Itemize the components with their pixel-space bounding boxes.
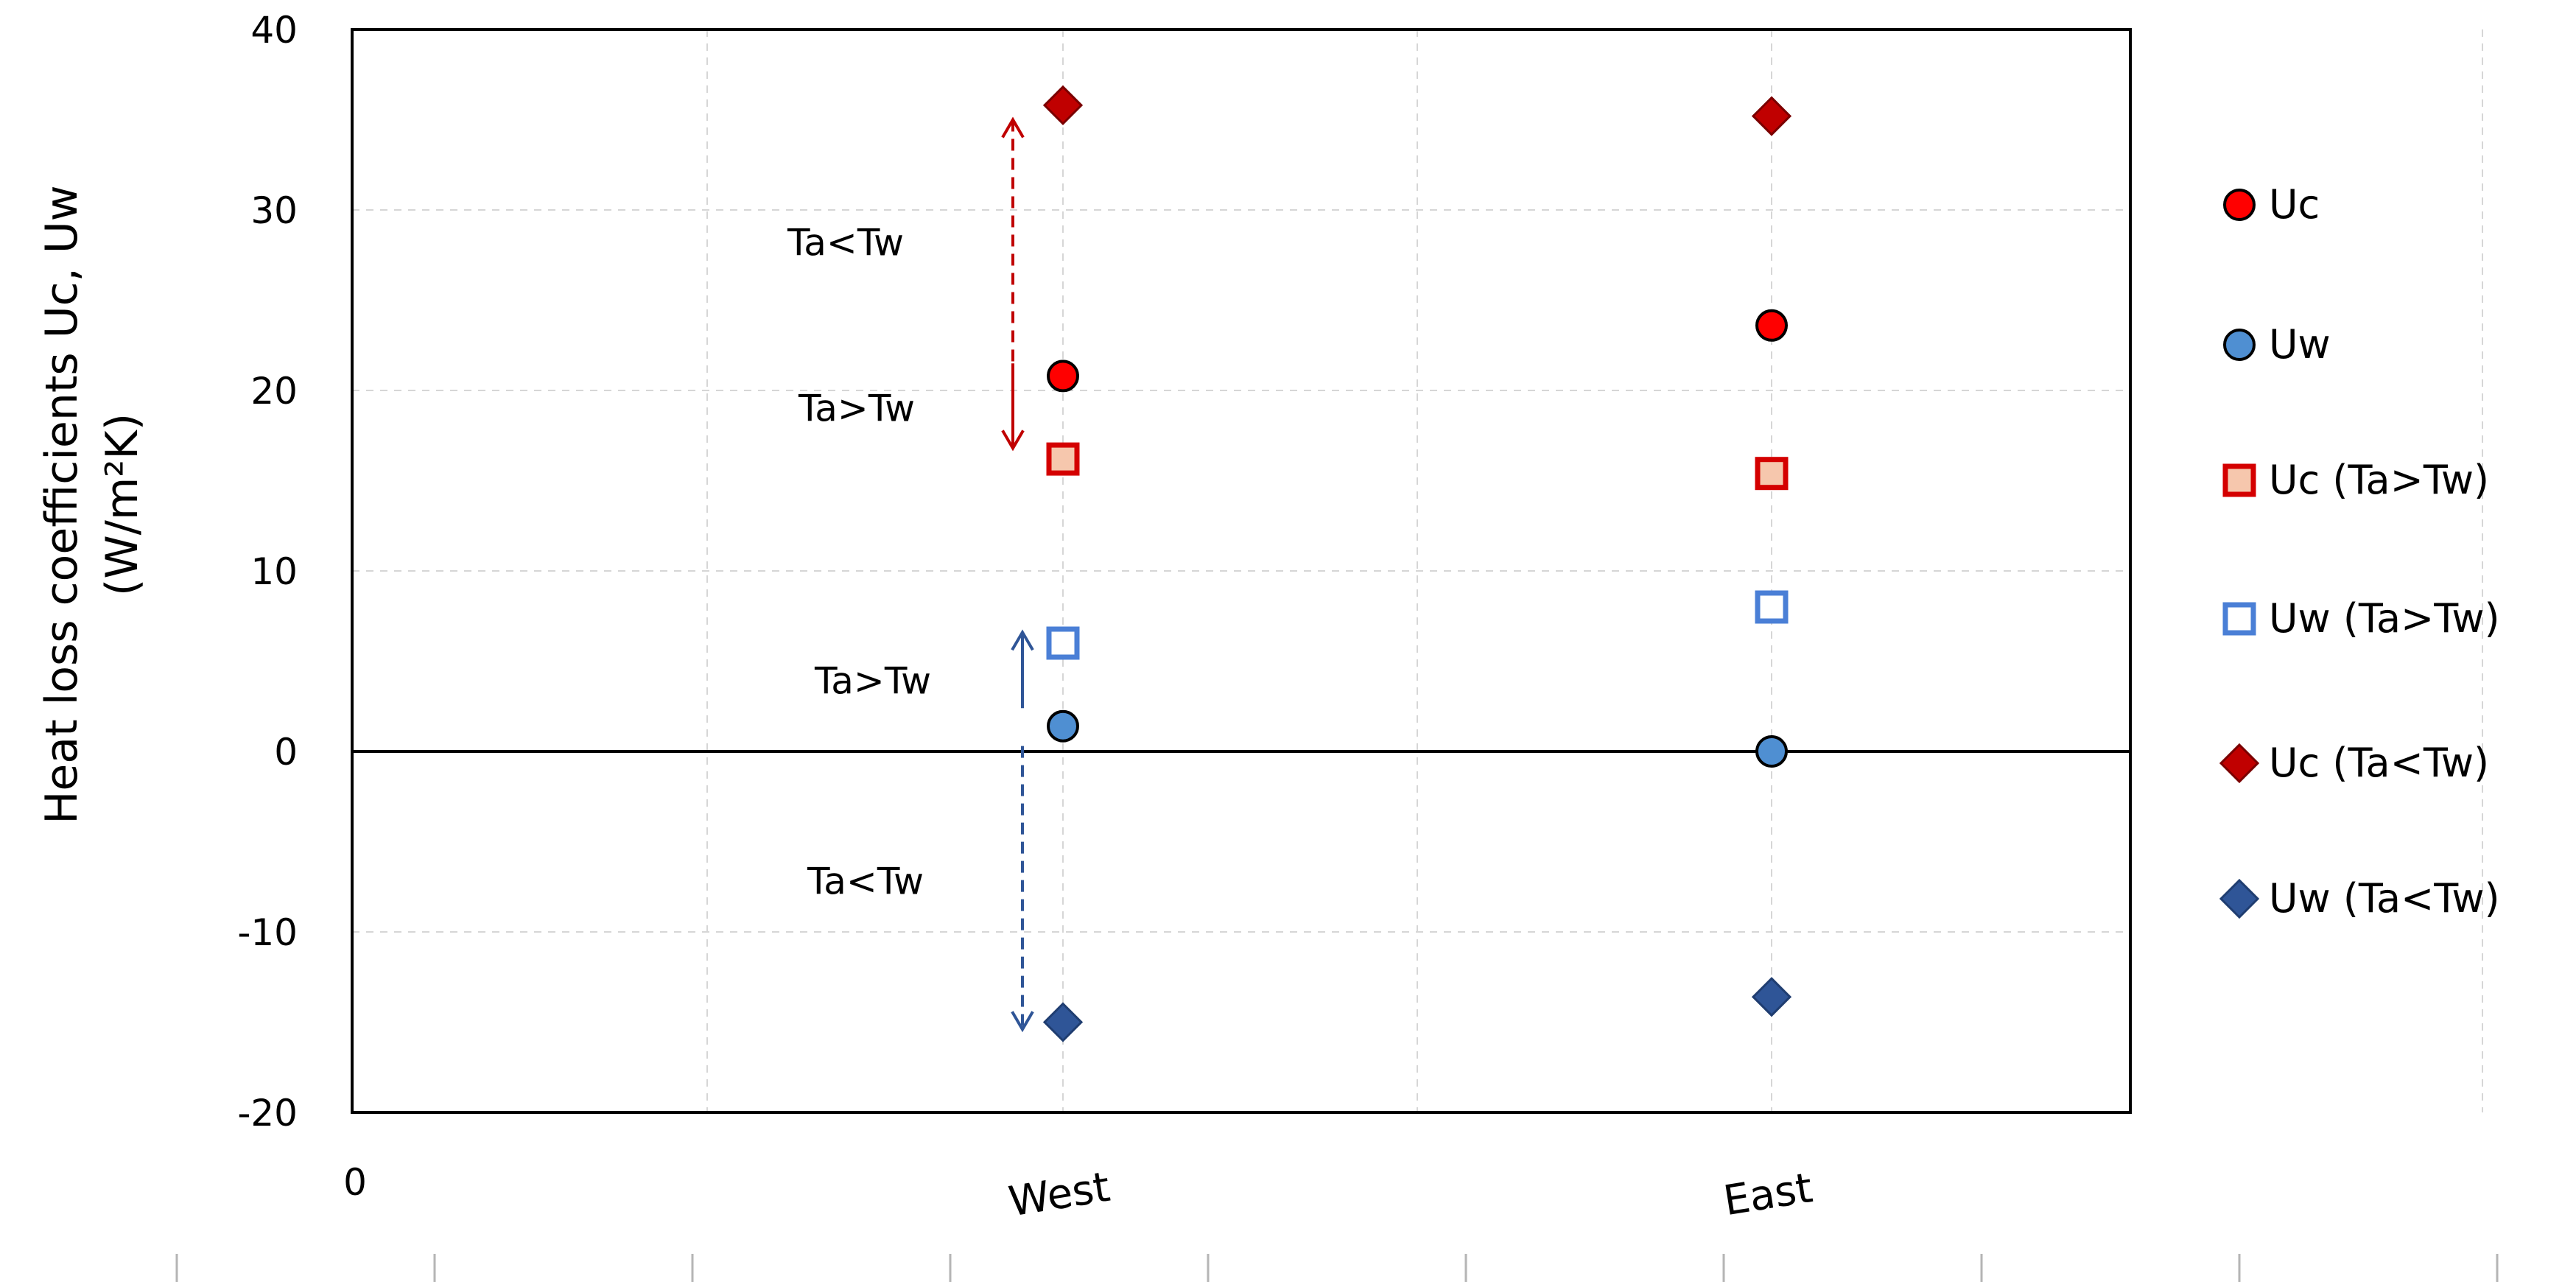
bottom-tick-marks xyxy=(175,1254,2499,1282)
legend-item: Uc (Ta>Tw) xyxy=(2222,457,2489,503)
annotation-label: Ta<Tw xyxy=(807,860,924,903)
data-point xyxy=(1751,96,1792,136)
grid-layer xyxy=(352,29,2483,1112)
plot-area xyxy=(351,28,2132,1114)
legend-marker xyxy=(2223,189,2256,221)
y-tick-label: 0 xyxy=(274,731,298,774)
annotation-arrowhead xyxy=(1011,1011,1034,1033)
y-tick-labels: -20 -10 0 10 20 30 40 xyxy=(237,9,298,1135)
legend-item: Uw xyxy=(2223,321,2331,368)
legend-marker xyxy=(2222,602,2256,636)
annotation-label: Ta>Tw xyxy=(798,387,915,430)
legend-item: Uw (Ta>Tw) xyxy=(2222,595,2500,642)
data-point xyxy=(1751,977,1792,1017)
data-point xyxy=(1047,360,1079,393)
legend-label: Uc xyxy=(2269,181,2320,228)
legend: Uc Uw Uc (Ta>Tw) Uw (Ta>Tw) Uc (Ta<Tw) Uw (Ta… xyxy=(2219,181,2500,922)
x-category-labels: West East xyxy=(1006,1163,1816,1227)
legend-marker xyxy=(2219,878,2260,919)
annotation-layer: Ta<Tw Ta>Tw Ta>Tw Ta<Tw xyxy=(787,116,1034,1033)
y-tick-label: -10 xyxy=(237,911,298,954)
data-point xyxy=(1046,442,1080,476)
data-point xyxy=(1042,1002,1084,1042)
legend-label: Uw (Ta>Tw) xyxy=(2269,595,2500,642)
legend-marker xyxy=(2223,329,2256,361)
x-category-label: East xyxy=(1720,1164,1816,1225)
legend-label: Uc (Ta>Tw) xyxy=(2269,457,2489,503)
y-tick-label: 30 xyxy=(250,189,298,232)
x-origin-label: 0 xyxy=(343,1161,367,1204)
legend-label: Uw (Ta<Tw) xyxy=(2269,875,2500,922)
data-point xyxy=(1755,457,1789,491)
annotation-arrowhead xyxy=(1011,629,1034,651)
y-axis-title-line-1: Heat loss coefficients Uc, Uw xyxy=(36,185,88,824)
x-category-label: West xyxy=(1006,1163,1113,1227)
y-axis-title: Heat loss coefficients Uc, Uw (W/m²K) xyxy=(36,185,148,824)
legend-item: Uc (Ta<Tw) xyxy=(2219,740,2489,786)
y-tick-label: 40 xyxy=(250,9,298,52)
data-point xyxy=(1755,590,1789,624)
data-point xyxy=(1042,85,1084,126)
annotation-arrowhead xyxy=(1001,116,1025,138)
legend-marker xyxy=(2222,463,2256,497)
data-point xyxy=(1046,626,1080,660)
legend-label: Uc (Ta<Tw) xyxy=(2269,740,2489,786)
legend-item: Uc xyxy=(2223,181,2320,228)
y-axis-title-line-2: (W/m²K) xyxy=(96,413,148,596)
data-point xyxy=(1047,709,1079,743)
legend-item: Uw (Ta<Tw) xyxy=(2219,875,2500,922)
annotation-label: Ta<Tw xyxy=(787,221,904,264)
data-point xyxy=(1755,735,1788,768)
y-tick-label: -20 xyxy=(237,1092,298,1135)
legend-label: Uw xyxy=(2269,321,2331,368)
annotation-arrowhead xyxy=(1001,429,1025,452)
legend-marker xyxy=(2219,743,2260,784)
data-point xyxy=(1755,309,1788,342)
data-markers xyxy=(1042,85,1792,1042)
y-tick-label: 10 xyxy=(250,550,298,593)
y-tick-label: 20 xyxy=(250,370,298,413)
annotation-label: Ta>Tw xyxy=(814,660,931,703)
